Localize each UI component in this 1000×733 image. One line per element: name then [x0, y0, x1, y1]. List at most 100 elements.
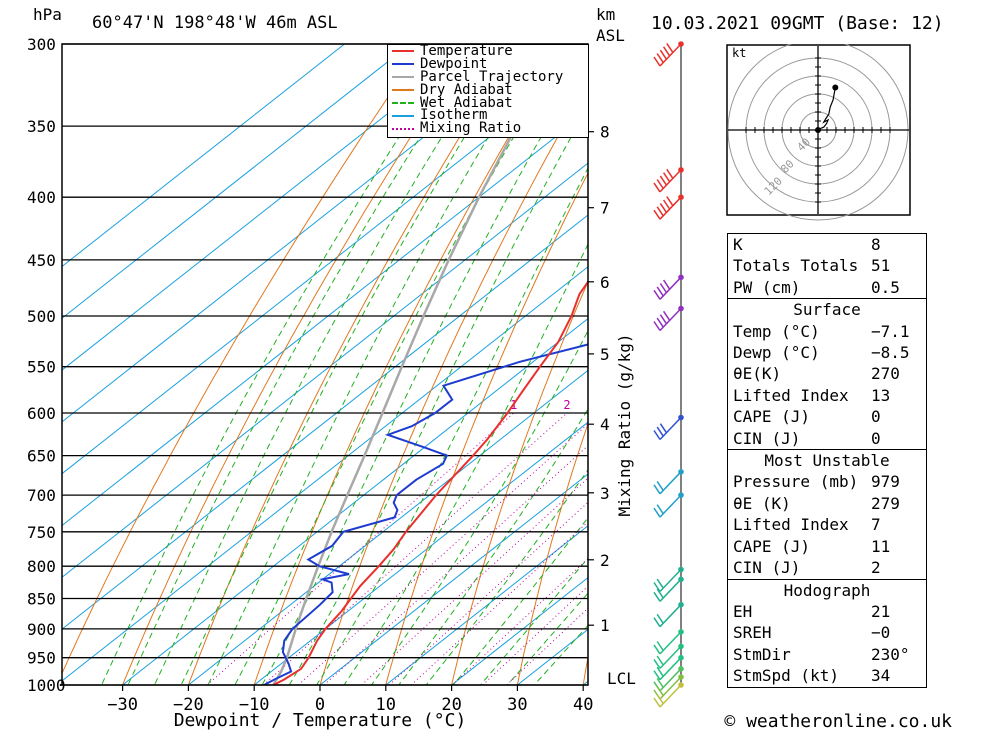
wet-adiabat-line: [101, 44, 461, 685]
wind-barb-flag: [656, 694, 664, 705]
wind-barb-flag: [662, 279, 671, 290]
stat-row: PW (cm) 0.5: [728, 277, 926, 298]
most-unstable-title: Most Unstable: [764, 451, 890, 471]
axis-ticks: −30 −20 −10 0 10 20 30 40 1 2 3 4 5 6 7 8: [107, 123, 609, 715]
wind-barb-flag: [659, 175, 668, 186]
km-tick-label: 1: [600, 616, 610, 635]
dry-adiabat-line: [451, 280, 588, 685]
mixing-ratio-line: [263, 412, 568, 685]
wet-adiabat-line: [398, 408, 588, 685]
dry-adiabat-line: [122, 44, 472, 685]
pressure-tick-label: 800: [27, 557, 56, 576]
stat-value: 21: [871, 601, 891, 621]
stat-value: −0: [871, 623, 891, 643]
pressure-tick-label: 950: [27, 649, 56, 668]
dry-adiabat-line: [976, 7, 1000, 711]
wind-barb-flag: [653, 484, 661, 495]
wind-barb-flag: [653, 289, 661, 300]
wind-barb-staff: [659, 604, 682, 628]
wind-barb-flag: [666, 168, 674, 179]
legend-item: Dewpoint: [388, 55, 588, 72]
stat-row: CAPE (J) 11: [728, 536, 926, 557]
wet-adiabat-line: [343, 243, 588, 685]
wind-barb-flag: [656, 588, 664, 599]
isotherm-line: [62, 110, 588, 527]
stat-value: 0.5: [871, 277, 900, 297]
legend-label: Dewpoint: [420, 55, 488, 72]
wind-barb-flag: [659, 423, 668, 434]
stat-value: 8: [871, 235, 881, 254]
profiles: [263, 44, 588, 685]
wind-barb-flag: [656, 286, 664, 297]
wind-barb-flag: [656, 655, 664, 666]
stat-label: StmDir: [733, 644, 791, 664]
hodograph-trace: [817, 87, 836, 131]
dry-adiabat-line: [62, 44, 425, 675]
stat-row: θE (K) 279: [728, 493, 926, 514]
stat-row: CAPE (J) 0: [728, 406, 926, 427]
stat-row: Temp (°C) −7.1: [728, 321, 926, 342]
stat-value: 7: [871, 515, 881, 535]
surface-title: Surface: [793, 300, 861, 320]
plot-frame: [61, 43, 589, 686]
stat-label: PW (cm): [733, 277, 801, 297]
legend-item: Dry Adiabat: [388, 83, 588, 97]
mixing-ratio-axis-label: Mixing Ratio (g/kg): [615, 333, 634, 516]
stat-label: EH: [733, 601, 753, 621]
wet-adiabat-line: [425, 469, 588, 685]
legend: Temperature Dewpoint Parcel Trajectory Dry …: [387, 44, 589, 138]
km-tick-label: 3: [600, 484, 610, 503]
wet-adiabat-line: [370, 329, 588, 685]
stat-row: Pressure (mb) 979: [728, 471, 926, 492]
stat-value: 279: [871, 493, 900, 513]
isotherm-line: [385, 525, 588, 685]
legend-label: Mixing Ratio: [420, 120, 522, 137]
stat-row: StmSpd (kt) 34: [728, 665, 926, 686]
stat-row: Lifted Index 13: [728, 385, 926, 406]
wind-barb-flag: [656, 504, 664, 515]
legend-swatch: [392, 50, 414, 53]
wind-barb-flag: [656, 677, 664, 688]
stat-label: Dewp (°C): [733, 343, 820, 363]
wind-barb-flag: [653, 56, 661, 67]
wind-barb-flag: [653, 697, 661, 708]
wind-barb-flag: [653, 617, 661, 628]
stat-label: CAPE (J): [733, 536, 811, 556]
wind-barb-staff: [659, 471, 682, 495]
stat-row: CIN (J) 2: [728, 557, 926, 578]
dry-adiabat-line: [385, 171, 588, 685]
legend-swatch: [392, 102, 414, 104]
wet-adiabat-line: [127, 44, 481, 685]
stat-label: Pressure (mb): [733, 472, 859, 492]
pressure-unit-label: hPa: [33, 5, 62, 24]
km-tick-label: 8: [600, 123, 610, 142]
datetime-label: 10.03.2021 09GMT (Base: 12): [651, 13, 944, 34]
legend-swatch: [392, 63, 414, 66]
wind-barb-flag: [656, 317, 664, 328]
stat-value: 2: [871, 558, 881, 578]
stat-label: θE (K): [733, 493, 791, 513]
stat-value: 34: [871, 666, 891, 686]
wind-barb-flag: [653, 430, 661, 440]
wind-barb-flag: [653, 644, 661, 655]
wind-barb-flag: [659, 283, 668, 293]
dry-adiabat-line: [516, 422, 588, 685]
isotherm-line: [62, 44, 412, 319]
dry-adiabat-line: [187, 44, 518, 685]
wind-barb-flag: [666, 196, 674, 207]
isotherm-line: [62, 214, 588, 630]
wet-adiabat-line: [288, 105, 588, 685]
temp-tick-label: −10: [239, 695, 270, 715]
wind-barb-staff: [659, 568, 682, 593]
stat-row: Dewp (°C) −8.5: [728, 342, 926, 363]
legend-item: Wet Adiabat: [388, 96, 588, 110]
pressure-tick-label: 750: [27, 523, 56, 542]
temp-tick-label: 0: [315, 695, 325, 715]
stat-label: CIN (J): [733, 558, 801, 578]
indices-section: K 8 Totals Totals 51 PW (cm) 0.5: [727, 233, 927, 300]
stat-label: K: [733, 235, 743, 254]
wet-adiabat-line: [153, 44, 502, 685]
wind-barb-flag: [653, 209, 661, 220]
